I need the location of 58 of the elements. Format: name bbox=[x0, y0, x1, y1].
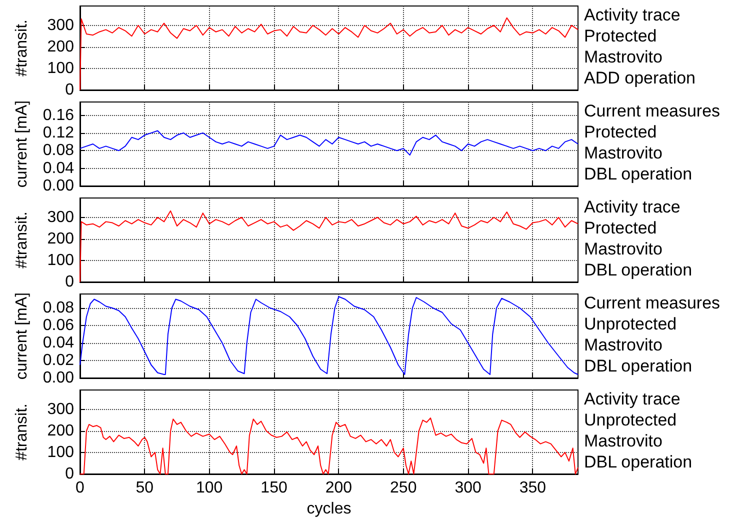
y-tick-label: 0.12 bbox=[42, 124, 74, 142]
y-tick-label: 200 bbox=[47, 422, 74, 440]
line-series bbox=[80, 130, 578, 156]
y-tick-label: 0 bbox=[65, 82, 74, 98]
x-tick-label: 50 bbox=[136, 480, 154, 496]
y-tick-label: 0.04 bbox=[42, 160, 74, 177]
y-tick-label: 300 bbox=[47, 16, 74, 34]
x-tick-label: 150 bbox=[260, 480, 288, 496]
text: DBL operation bbox=[584, 452, 692, 472]
y-tick-label: 0.00 bbox=[42, 370, 74, 386]
y-tick-label: 300 bbox=[47, 208, 74, 226]
text: Mastrovito bbox=[584, 336, 662, 354]
y-tick-label: 100 bbox=[47, 252, 74, 269]
text: Mastrovito bbox=[584, 432, 662, 450]
y-tick-label: 0.08 bbox=[42, 300, 74, 316]
y-tick-label: 0.16 bbox=[42, 106, 74, 124]
x-tick-label: 100 bbox=[196, 480, 223, 496]
text: Mastrovito bbox=[584, 48, 662, 66]
y-tick-label: 0.02 bbox=[42, 352, 74, 369]
y-tick-label: 100 bbox=[47, 444, 74, 461]
y-axis-title: #transit. bbox=[14, 20, 30, 76]
y-tick-label: 0.04 bbox=[42, 334, 74, 352]
y-axis-title: current [mA] bbox=[14, 292, 30, 380]
text: Current measures bbox=[584, 294, 720, 312]
y-tick-label: 0.00 bbox=[42, 178, 74, 194]
text: Protected bbox=[584, 218, 657, 238]
y-tick-label: 0 bbox=[65, 274, 74, 290]
text: Activity trace bbox=[584, 6, 680, 24]
text: Unprotected bbox=[584, 314, 677, 334]
y-axis-title: #transit. bbox=[14, 404, 30, 460]
text: DBL operation bbox=[584, 260, 692, 280]
text: Activity trace bbox=[584, 198, 680, 216]
x-tick-label: 0 bbox=[76, 480, 85, 496]
text: Unprotected bbox=[584, 410, 677, 430]
x-tick-label: 300 bbox=[454, 480, 482, 496]
x-tick-label: 350 bbox=[519, 480, 546, 496]
text: DBL operation bbox=[584, 356, 692, 376]
y-tick-label: 100 bbox=[47, 60, 74, 77]
text: Activity trace bbox=[584, 390, 680, 408]
y-tick-label: 300 bbox=[47, 400, 74, 418]
text: Mastrovito bbox=[584, 240, 662, 258]
x-tick-label: 200 bbox=[325, 480, 352, 496]
y-tick-label: 200 bbox=[47, 38, 74, 56]
y-tick-label: 0 bbox=[65, 466, 74, 482]
x-tick-label: 250 bbox=[390, 480, 417, 496]
text: Mastrovito bbox=[584, 144, 662, 162]
text: Current measures bbox=[584, 102, 720, 120]
text: DBL operation bbox=[584, 164, 692, 184]
text: Protected bbox=[584, 26, 657, 46]
text: ADD operation bbox=[584, 68, 696, 88]
y-tick-label: 0.06 bbox=[42, 317, 74, 334]
y-tick-label: 200 bbox=[47, 230, 74, 248]
y-axis-title: #transit. bbox=[14, 212, 30, 268]
x-axis-title: cycles bbox=[306, 500, 352, 518]
line-series bbox=[80, 296, 578, 375]
text: Protected bbox=[584, 122, 657, 142]
y-tick-label: 0.08 bbox=[42, 142, 74, 160]
y-axis-title: current [mA] bbox=[14, 100, 30, 188]
